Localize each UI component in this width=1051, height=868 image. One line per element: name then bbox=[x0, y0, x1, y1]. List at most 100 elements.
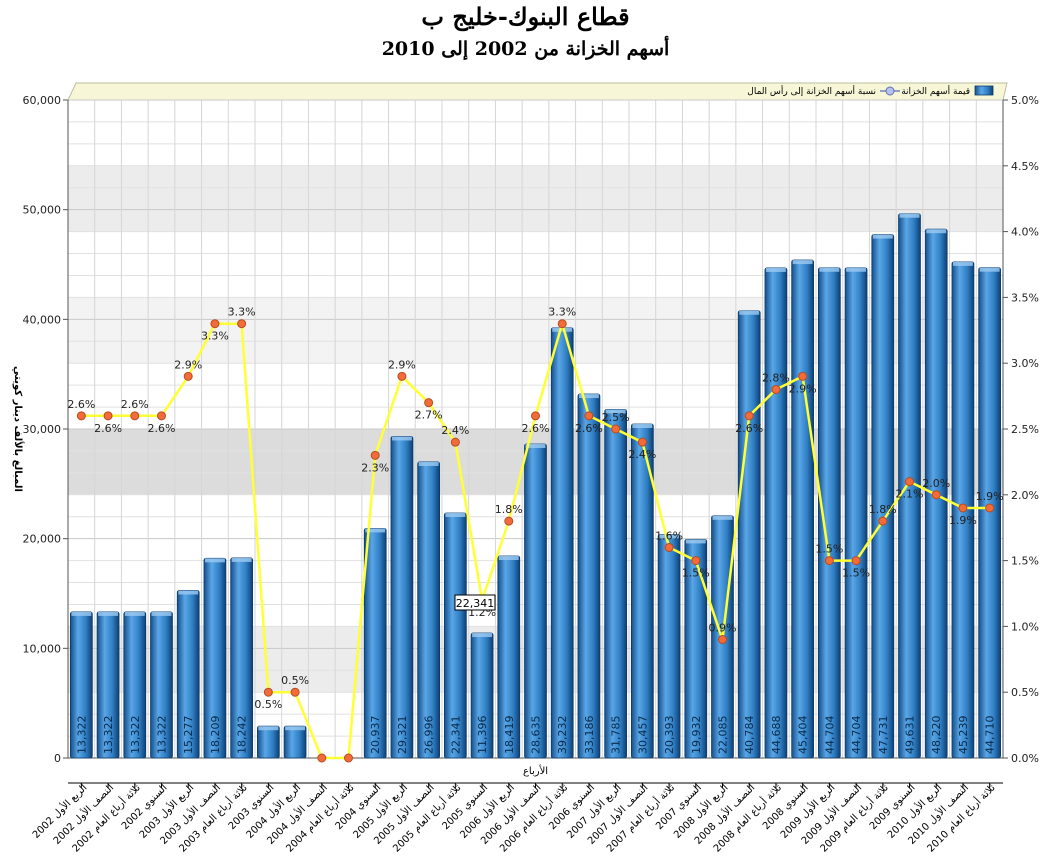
ratio-point bbox=[370, 450, 380, 460]
bar-cap bbox=[926, 229, 947, 234]
ratio-value-label: 2.6% bbox=[735, 422, 763, 435]
bar-cap bbox=[899, 213, 920, 218]
ratio-point bbox=[157, 411, 166, 421]
bar bbox=[257, 725, 280, 759]
tooltip-text: 22,341 bbox=[456, 597, 495, 610]
ratio-value-label: 2.1% bbox=[896, 488, 924, 501]
ratio-value-label: 2.6% bbox=[94, 422, 122, 435]
ratio-point bbox=[931, 490, 941, 500]
y2-tick-label: 0.5% bbox=[1011, 686, 1039, 699]
bar-cap bbox=[498, 556, 519, 561]
bar-cap bbox=[418, 461, 439, 466]
bar-value-label: 26,996 bbox=[423, 716, 436, 755]
bar-value-label: 20,393 bbox=[663, 716, 676, 755]
bar-value-label: 13,322 bbox=[75, 716, 88, 755]
bar-cap bbox=[391, 436, 412, 441]
ratio-value-label: 2.9% bbox=[174, 358, 202, 371]
ratio-point bbox=[985, 503, 995, 513]
ratio-value-label: 1.5% bbox=[682, 567, 710, 580]
y2-tick-label: 4.0% bbox=[1011, 226, 1039, 239]
bar bbox=[283, 725, 307, 759]
ratio-point bbox=[237, 319, 247, 329]
ratio-value-label: 1.8% bbox=[495, 503, 523, 516]
y2-tick-label: 0.0% bbox=[1011, 752, 1039, 765]
ratio-point bbox=[183, 371, 193, 381]
bar-cap bbox=[285, 726, 306, 731]
y-tick-label: 0 bbox=[54, 752, 61, 765]
y2-tick-label: 3.5% bbox=[1011, 291, 1039, 304]
ratio-point bbox=[130, 411, 140, 421]
bar-cap bbox=[712, 515, 733, 520]
bar-cap bbox=[98, 611, 119, 616]
bar-cap bbox=[472, 633, 493, 638]
plot-band bbox=[68, 165, 1003, 232]
bar bbox=[604, 409, 627, 759]
ratio-point bbox=[103, 411, 113, 421]
bar-cap bbox=[525, 443, 546, 448]
bar-cap bbox=[605, 409, 626, 414]
bar-value-label: 49,631 bbox=[904, 716, 917, 755]
bar-cap bbox=[792, 260, 813, 265]
ratio-point bbox=[397, 371, 407, 381]
ratio-value-label: 0.9% bbox=[709, 622, 737, 635]
bar-cap bbox=[445, 512, 466, 517]
bar-value-label: 44,704 bbox=[850, 716, 863, 755]
bar bbox=[524, 443, 547, 759]
bar-cap bbox=[819, 267, 840, 272]
tooltip-box bbox=[454, 594, 496, 611]
y-tick-label: 40,000 bbox=[23, 313, 62, 326]
bar-value-label: 44,704 bbox=[823, 716, 836, 755]
bar-value-label: 13,322 bbox=[156, 716, 169, 755]
ratio-value-label: 3.3% bbox=[201, 330, 229, 343]
ratio-value-label: 2.3% bbox=[361, 461, 389, 474]
chart-title: قطاع البنوك-خليج ب bbox=[421, 2, 630, 31]
y2-tick-label: 1.5% bbox=[1011, 555, 1039, 568]
ratio-point bbox=[76, 411, 86, 421]
bar bbox=[791, 259, 814, 759]
bar-value-label: 44,710 bbox=[984, 716, 997, 755]
ratio-value-label: 2.9% bbox=[388, 358, 416, 371]
ratio-point bbox=[344, 753, 353, 763]
ratio-value-label: 2.8% bbox=[762, 372, 790, 385]
bar-cap bbox=[739, 310, 760, 315]
ratio-point bbox=[718, 635, 727, 645]
legend-line-label: نسبة أسهم الخزانة إلى رأس المال bbox=[747, 85, 876, 97]
ratio-value-label: 1.9% bbox=[949, 514, 977, 527]
y2-tick-label: 3.0% bbox=[1011, 357, 1039, 370]
y2-tick-label: 5.0% bbox=[1011, 94, 1039, 107]
bar bbox=[390, 436, 414, 759]
legend-line-marker bbox=[885, 86, 895, 96]
bar-value-label: 15,277 bbox=[182, 716, 195, 755]
bar-cap bbox=[124, 611, 145, 616]
bar-value-label: 45,404 bbox=[797, 716, 810, 755]
ratio-value-label: 1.5% bbox=[815, 543, 843, 556]
ratio-value-label: 0.5% bbox=[254, 698, 282, 711]
ratio-point bbox=[771, 385, 781, 395]
ratio-point bbox=[611, 424, 621, 434]
ratio-point bbox=[531, 411, 540, 421]
ratio-value-label: 3.3% bbox=[228, 306, 256, 319]
ratio-value-label: 2.5% bbox=[602, 411, 630, 424]
y2-tick-label: 1.0% bbox=[1011, 620, 1039, 633]
ratio-value-label: 3.3% bbox=[548, 306, 576, 319]
bar-value-label: 48,220 bbox=[930, 716, 943, 755]
bar-cap bbox=[685, 539, 706, 544]
ratio-point bbox=[263, 687, 273, 697]
ratio-value-label: 1.9% bbox=[976, 490, 1004, 503]
ratio-point bbox=[637, 437, 647, 447]
bar-value-label: 40,784 bbox=[743, 716, 756, 755]
bar-value-label: 13,322 bbox=[102, 716, 115, 755]
ratio-value-label: 2.4% bbox=[441, 424, 469, 437]
bar-value-label: 20,937 bbox=[369, 716, 382, 755]
bar-value-label: 28,635 bbox=[530, 716, 543, 755]
bar-cap bbox=[578, 394, 599, 399]
bar-cap bbox=[952, 261, 973, 266]
ratio-point bbox=[290, 687, 300, 697]
bar-cap bbox=[632, 423, 653, 428]
bar-value-label: 39,232 bbox=[556, 716, 569, 755]
ratio-value-label: 0.5% bbox=[281, 674, 309, 687]
ratio-value-label: 2.6% bbox=[575, 422, 603, 435]
bar-value-label: 18,242 bbox=[236, 716, 249, 755]
bar-value-label: 22,341 bbox=[449, 716, 462, 755]
